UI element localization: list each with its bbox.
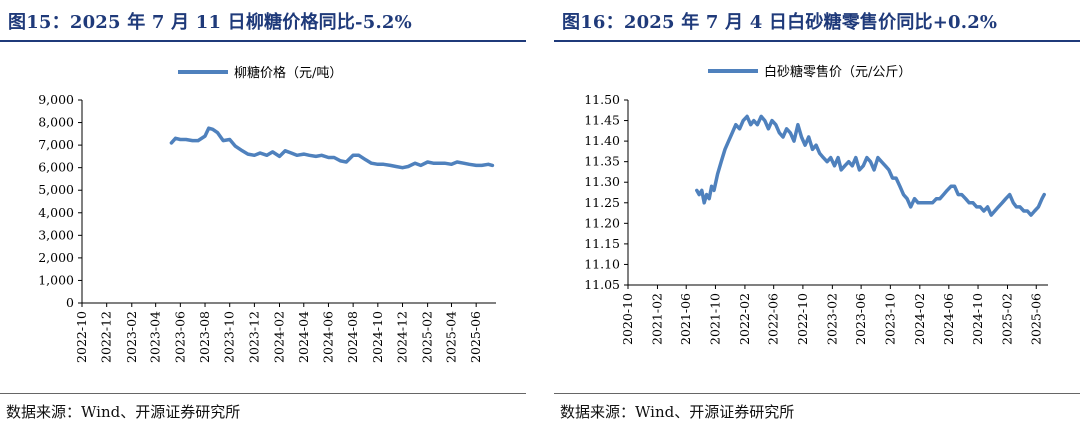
y-tick-label: 6,000 bbox=[38, 160, 74, 175]
series-line bbox=[169, 126, 495, 170]
x-tick-label: 2023-06 bbox=[172, 311, 187, 363]
retail-sugar-price-line-chart: 白砂糖零售价（元/公斤） 11.05 11.10 11.15 11.20 11.25 11… bbox=[584, 64, 1048, 345]
x-tick-label: 2022-02 bbox=[737, 293, 752, 345]
x-tick-label: 2024-08 bbox=[345, 311, 360, 363]
x-tick-label: 2024-10 bbox=[370, 311, 385, 363]
y-tick-label: 11.10 bbox=[584, 256, 620, 271]
x-tick-label: 2022-10 bbox=[795, 293, 810, 345]
y-tick-label: 2,000 bbox=[38, 250, 74, 265]
footer-divider bbox=[554, 393, 1080, 394]
title-divider bbox=[0, 40, 526, 42]
y-tick-label: 11.20 bbox=[584, 215, 620, 230]
x-tick-label: 2021-10 bbox=[707, 293, 722, 345]
title-divider bbox=[554, 40, 1080, 42]
x-tick-label: 2021-06 bbox=[678, 293, 693, 345]
y-tick-label: 11.40 bbox=[584, 133, 620, 148]
y-tick-label: 11.45 bbox=[584, 113, 620, 128]
x-tick-label: 2025-06 bbox=[1028, 293, 1043, 345]
y-tick-label: 4,000 bbox=[38, 205, 74, 220]
legend-label: 柳糖价格（元/吨） bbox=[234, 65, 342, 81]
x-tick-label: 2022-10 bbox=[74, 311, 89, 363]
y-tick-label: 11.15 bbox=[584, 236, 620, 251]
y-tick-label: 3,000 bbox=[38, 227, 74, 242]
chart-title: 图16：2025 年 7 月 4 日白砂糖零售价同比+0.2% bbox=[562, 12, 998, 33]
x-tick-label: 2021-02 bbox=[649, 293, 664, 345]
x-tick-label: 2023-08 bbox=[197, 311, 212, 363]
x-tick-label: 2023-04 bbox=[148, 311, 163, 363]
legend-label: 白砂糖零售价（元/公斤） bbox=[764, 64, 911, 80]
x-tick-label: 2023-02 bbox=[124, 311, 139, 363]
y-tick-label: 11.50 bbox=[584, 92, 620, 107]
chart-panel-left: 图15：2025 年 7 月 11 日柳糖价格同比-5.2% 柳糖价格（元/吨）… bbox=[0, 0, 526, 430]
y-tick-label: 7,000 bbox=[38, 137, 74, 152]
sugar-price-line-chart: 柳糖价格（元/吨） 0 1,000 2,000 3,000 4,000 5,000 6,00… bbox=[38, 65, 496, 363]
x-tick-label: 2024-06 bbox=[941, 293, 956, 345]
y-tick-label: 1,000 bbox=[38, 272, 74, 287]
y-tick-label: 5,000 bbox=[38, 182, 74, 197]
x-tick-label: 2024-12 bbox=[395, 311, 410, 363]
data-source-note: 数据来源：Wind、开源证券研究所 bbox=[6, 403, 241, 421]
x-tick-label: 2025-02 bbox=[420, 311, 435, 363]
x-tick-label: 2023-10 bbox=[222, 311, 237, 363]
x-tick-label: 2024-02 bbox=[912, 293, 927, 345]
x-tick-label: 2025-04 bbox=[443, 311, 458, 363]
x-tick-label: 2023-12 bbox=[246, 311, 261, 363]
y-tick-label: 11.30 bbox=[584, 174, 620, 189]
x-tick-label: 2024-02 bbox=[271, 311, 286, 363]
x-tick-label: 2024-04 bbox=[296, 311, 311, 363]
x-tick-label: 2022-12 bbox=[99, 311, 114, 363]
x-tick-label: 2023-06 bbox=[853, 293, 868, 345]
x-tick-label: 2024-10 bbox=[970, 293, 985, 345]
x-tick-label: 2023-10 bbox=[882, 293, 897, 345]
y-tick-label: 11.25 bbox=[584, 195, 620, 210]
y-tick-label: 0 bbox=[66, 295, 74, 310]
data-source-note: 数据来源：Wind、开源证券研究所 bbox=[560, 403, 795, 421]
x-tick-label: 2024-06 bbox=[320, 311, 335, 363]
footer-divider bbox=[0, 393, 526, 394]
y-tick-label: 8,000 bbox=[38, 115, 74, 130]
chart-panel-right: 图16：2025 年 7 月 4 日白砂糖零售价同比+0.2% 白砂糖零售价（元… bbox=[554, 0, 1080, 430]
x-tick-label: 2022-06 bbox=[766, 293, 781, 345]
x-tick-label: 2020-10 bbox=[620, 293, 635, 345]
y-tick-label: 9,000 bbox=[38, 92, 74, 107]
y-tick-label: 11.05 bbox=[584, 277, 620, 292]
chart-title: 图15：2025 年 7 月 11 日柳糖价格同比-5.2% bbox=[8, 12, 412, 33]
x-tick-label: 2025-06 bbox=[468, 311, 483, 363]
series-line bbox=[695, 114, 1046, 217]
y-tick-label: 11.35 bbox=[584, 154, 620, 169]
x-tick-label: 2023-02 bbox=[824, 293, 839, 345]
x-tick-label: 2025-02 bbox=[1000, 293, 1015, 345]
